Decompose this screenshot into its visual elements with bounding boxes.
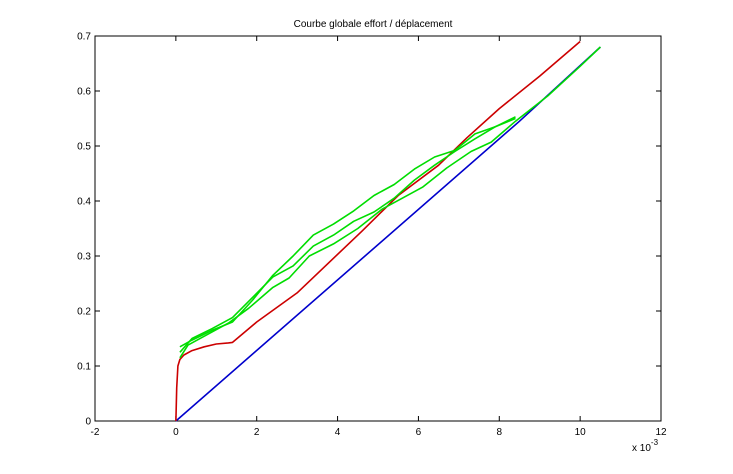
x-tick-label: 12 (655, 427, 667, 438)
y-tick-label: 0.4 (77, 197, 91, 208)
y-tick-label: 0.5 (77, 142, 91, 153)
x-tick-label: 6 (416, 427, 422, 438)
x-tick-label: 0 (173, 427, 179, 438)
y-axis: 0 0.1 0.2 0.3 0.4 0.5 0.6 0.7 (77, 32, 661, 428)
x-axis-multiplier: x 10-3 (632, 438, 659, 454)
series-line-5 (179, 117, 516, 348)
x-axis-multiplier-exponent: -3 (651, 438, 659, 447)
y-tick-label: 0 (85, 417, 91, 428)
plot-area (94, 35, 662, 422)
x-tick-label: 8 (497, 427, 503, 438)
chart-title: Courbe globale effort / déplacement (294, 19, 453, 30)
y-tick-label: 0.2 (77, 307, 91, 318)
series-line-3 (179, 46, 601, 359)
y-tick-label: 0.7 (77, 32, 91, 43)
series-line-4 (179, 116, 516, 353)
series-line-2 (175, 40, 581, 422)
x-axis-multiplier-base: x 10 (632, 443, 651, 454)
x-tick-label: 2 (254, 427, 260, 438)
x-tick-label: 10 (575, 427, 587, 438)
y-tick-label: 0.6 (77, 87, 91, 98)
x-tick-label: -2 (91, 427, 100, 438)
y-tick-label: 0.3 (77, 252, 91, 263)
y-tick-label: 0.1 (77, 362, 91, 373)
x-axis: -2 0 2 4 6 8 10 12 (91, 36, 667, 438)
series-layer (175, 40, 601, 422)
x-tick-label: 4 (335, 427, 341, 438)
